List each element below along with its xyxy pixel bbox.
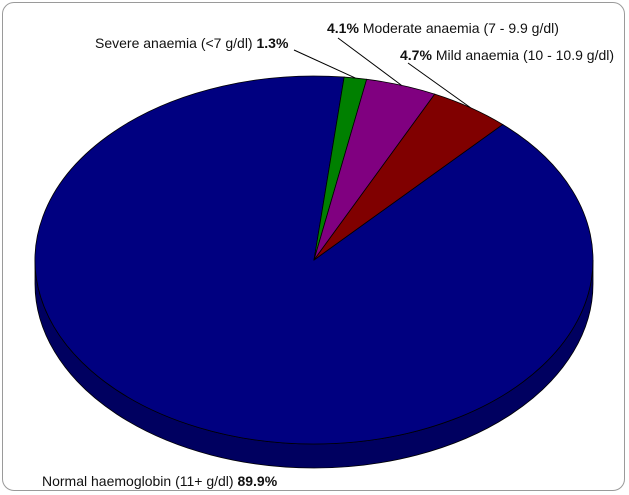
leader-line-mild-anaemia	[407, 62, 471, 109]
label-mild-anaemia: 4.7% Mild anaemia (10 - 10.9 g/dl)	[400, 47, 614, 63]
label-severe-anaemia: Severe anaemia (<7 g/dl) 1.3%	[95, 35, 289, 51]
leader-line-moderate-anaemia	[337, 37, 402, 86]
leader-lines	[293, 37, 471, 109]
pie-slice-mild-anaemia	[313, 93, 504, 261]
label-normal-haemoglobin: Normal haemoglobin (11+ g/dl) 89.9%	[42, 473, 278, 489]
label-moderate-anaemia: 4.1% Moderate anaemia (7 - 9.9 g/dl)	[327, 20, 559, 36]
pie-slices	[34, 75, 594, 445]
frame-border	[2, 2, 625, 491]
leader-line-severe-anaemia	[293, 49, 356, 79]
